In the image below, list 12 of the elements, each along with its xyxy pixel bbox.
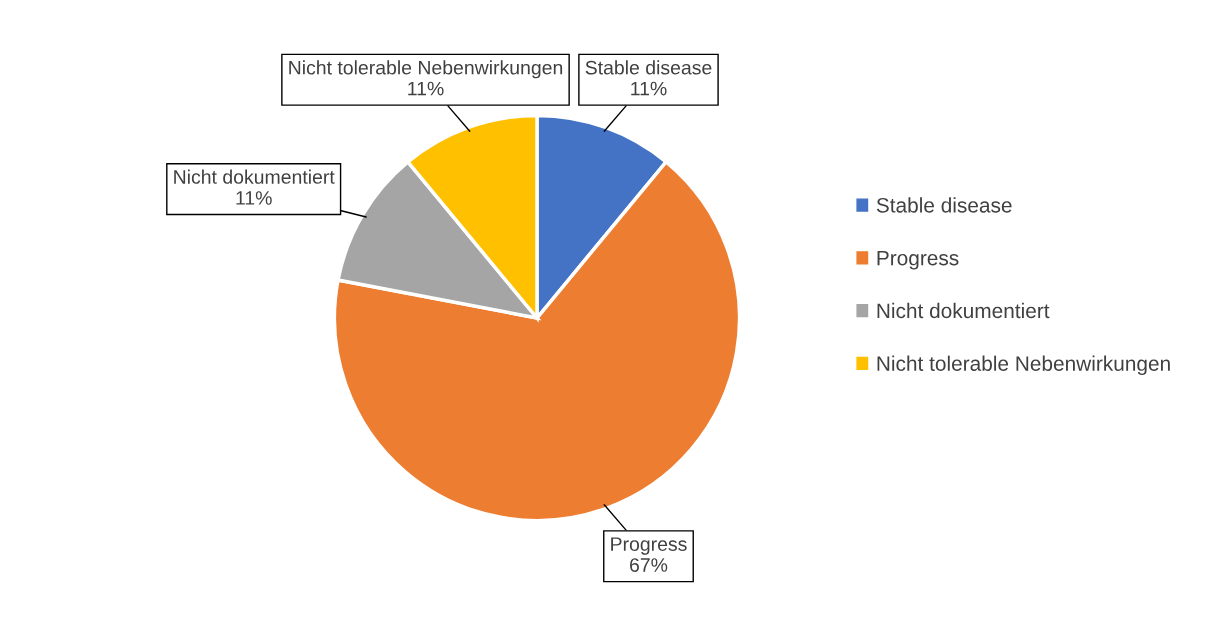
data-label: 11% [236, 191, 272, 205]
slice-label: Progress [611, 537, 687, 555]
data-label: 67% [630, 558, 668, 572]
data-label: 11% [631, 81, 667, 96]
legend-label: Nicht dokumentiert [877, 302, 1050, 319]
data-label: 11% [408, 81, 444, 96]
legend-label: Progress [877, 250, 959, 270]
slice-label: Nicht tolerable Nebenwirkungen [289, 60, 563, 79]
legend-label: Stable disease [876, 197, 1012, 213]
slice-label: Nicht dokumentiert [174, 169, 335, 184]
legend-label: Nicht tolerable Nebenwirkungen [877, 355, 1170, 376]
slice-label: Stable disease [585, 60, 712, 75]
